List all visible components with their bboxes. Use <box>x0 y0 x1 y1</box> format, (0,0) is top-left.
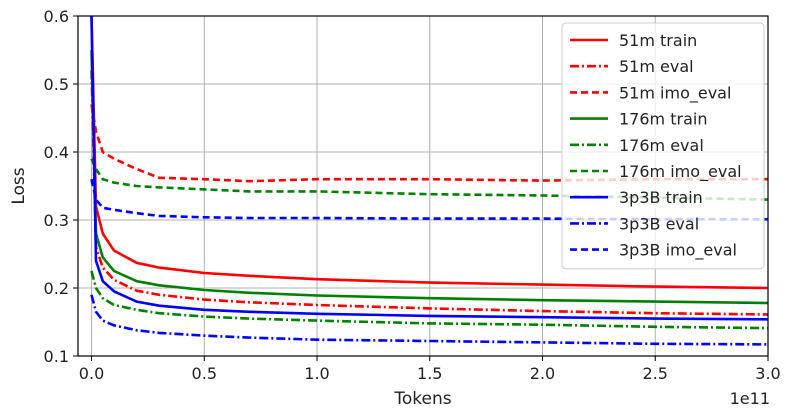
y-tick-label: 0.4 <box>44 143 69 162</box>
x-tick-label: 0.0 <box>79 364 104 383</box>
x-tick-label: 2.0 <box>530 364 555 383</box>
x-axis-label: Tokens <box>393 389 451 409</box>
y-tick-label: 0.2 <box>44 279 69 298</box>
series-line <box>90 158 769 201</box>
legend-label: 51m eval <box>619 57 694 76</box>
series-layer <box>90 15 769 346</box>
legend-box <box>561 22 765 270</box>
legend-label: 176m eval <box>619 136 704 155</box>
y-tick-label: 0.6 <box>44 7 69 26</box>
series-line <box>90 15 769 290</box>
legend-label: 3p3B train <box>619 188 703 207</box>
x-tick-label: 0.5 <box>192 364 217 383</box>
legend: 51m train 51m eval 51m imo_eval 176m train 1… <box>561 22 765 270</box>
series-line <box>90 104 768 183</box>
x-tick-label: 2.5 <box>643 364 668 383</box>
series-line <box>90 49 769 305</box>
y-tick-label: 0.3 <box>44 211 69 230</box>
x-tick-label: 1.0 <box>304 364 329 383</box>
legend-label: 176m train <box>619 110 707 129</box>
legend-label: 51m train <box>619 31 697 50</box>
y-axis-ticks: 0.1 0.2 0.3 0.4 0.5 0.6 <box>44 7 78 366</box>
y-axis-label: Loss <box>9 167 29 204</box>
y-tick-label: 0.1 <box>44 347 69 366</box>
series-line <box>90 70 769 316</box>
x-axis-offset-label: 1e11 <box>730 389 770 408</box>
legend-label: 3p3B imo_eval <box>619 241 737 261</box>
series-line <box>90 294 769 346</box>
x-tick-label: 3.0 <box>755 364 780 383</box>
series-line <box>90 178 768 221</box>
x-axis-ticks: 0.0 0.5 1.0 1.5 2.0 2.5 3.0 <box>79 356 781 383</box>
series-line <box>90 15 769 321</box>
series-line <box>90 270 769 330</box>
legend-label: 51m imo_eval <box>619 83 731 103</box>
legend-label: 176m imo_eval <box>619 162 742 182</box>
y-tick-label: 0.5 <box>44 75 69 94</box>
plot-frame <box>77 15 769 357</box>
legend-label: 3p3B eval <box>619 214 699 233</box>
x-tick-label: 1.5 <box>417 364 442 383</box>
